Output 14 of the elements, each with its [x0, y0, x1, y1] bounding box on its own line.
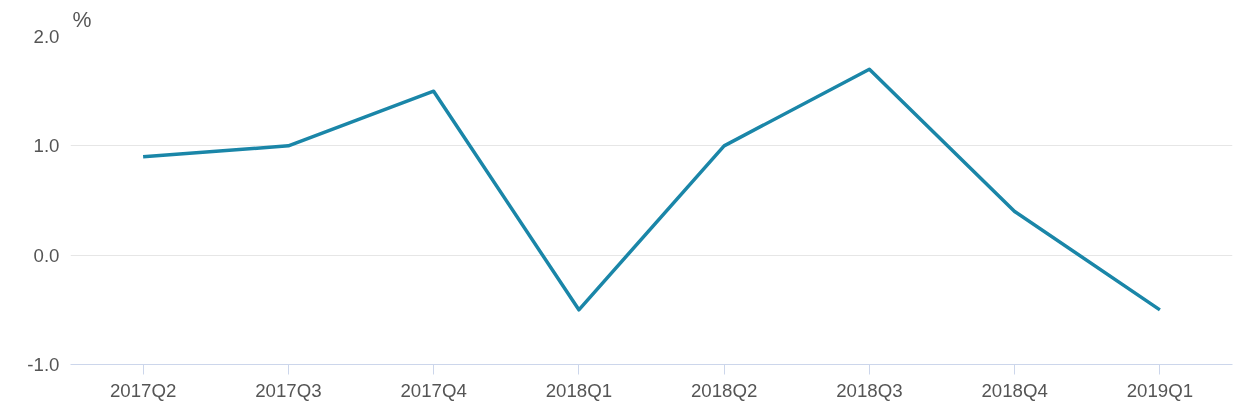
- x-tick-label: 2017Q3: [255, 379, 322, 401]
- x-tick-label: 2019Q1: [1126, 379, 1194, 401]
- line-series: [141, 67, 1162, 312]
- y-tick-label: 0.0: [33, 244, 60, 266]
- x-tick-label: 2018Q3: [836, 379, 903, 401]
- x-tick-label: 2018Q4: [981, 379, 1048, 401]
- y-tick-label: -1.0: [27, 354, 60, 375]
- x-tick-label: 2017Q4: [400, 379, 467, 401]
- x-tick-label: 2018Q2: [690, 379, 758, 401]
- y-axis-title: %: [72, 7, 92, 32]
- y-tick-label: 1.0: [33, 135, 60, 157]
- x-tick-label: 2018Q1: [545, 379, 613, 401]
- x-tick-label: 2017Q2: [109, 379, 177, 401]
- y-tick-label: 2.0: [33, 26, 60, 47]
